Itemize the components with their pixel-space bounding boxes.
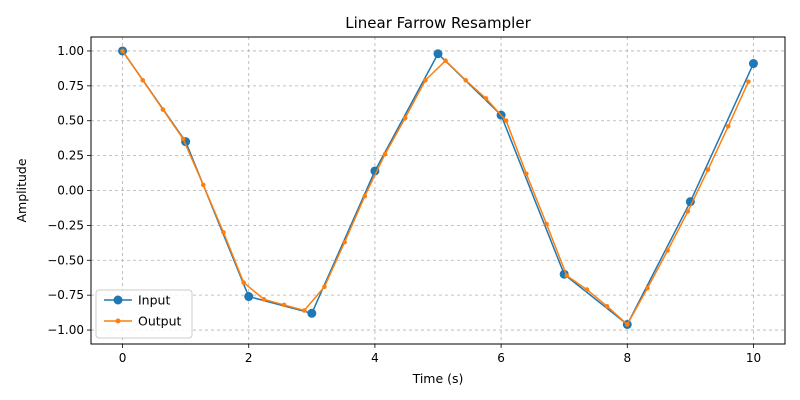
y-tick-label: 0.25 <box>57 149 84 163</box>
y-tick-label: 0.00 <box>57 184 84 198</box>
output-data-point <box>544 221 549 227</box>
grid <box>91 37 785 344</box>
output-data-point <box>645 285 650 291</box>
x-tick-label: 4 <box>371 351 379 365</box>
output-data-point <box>503 118 509 124</box>
output-data-point <box>160 107 166 112</box>
legend-input-label: Input <box>138 293 170 308</box>
legend-output-marker <box>115 318 121 324</box>
output-data-point <box>665 248 670 253</box>
input-data-point <box>685 197 695 207</box>
output-data-point <box>362 193 368 199</box>
output-data-point <box>221 230 226 235</box>
y-tick-label: −0.75 <box>47 288 84 302</box>
input-data-point <box>244 292 254 302</box>
output-data-point <box>483 96 489 101</box>
output-data-point <box>443 58 448 64</box>
output-data-point <box>301 308 307 313</box>
output-data-point <box>281 302 287 308</box>
output-data-point <box>584 287 590 292</box>
y-tick-label: 0.75 <box>57 79 84 93</box>
input-data-point <box>433 49 443 59</box>
chart-title: Linear Farrow Resampler <box>345 14 531 32</box>
x-axis-label: Time (s) <box>412 371 464 386</box>
output-data-point <box>423 77 428 83</box>
input-data-point <box>748 59 758 69</box>
output-data-point <box>524 171 529 177</box>
y-axis-label: Amplitude <box>14 158 29 222</box>
x-tick-label: 6 <box>497 351 505 365</box>
input-data-point <box>370 166 380 176</box>
output-data-point <box>725 124 731 129</box>
output-data-point <box>261 297 267 302</box>
output-data-point <box>402 115 408 121</box>
y-tick-label: −0.50 <box>47 253 84 267</box>
x-tick-label: 10 <box>746 351 761 365</box>
output-data-point <box>746 79 751 84</box>
output-data-point <box>705 167 711 172</box>
legend: Input Output <box>95 289 193 339</box>
output-data-point <box>120 48 125 54</box>
output-data-point <box>604 304 610 309</box>
output-data-point <box>382 151 388 157</box>
input-series-line <box>121 50 755 326</box>
output-data-point <box>342 239 347 245</box>
x-tick-label: 2 <box>245 351 253 365</box>
legend-output-label: Output <box>138 314 182 329</box>
output-data-point <box>140 77 146 83</box>
y-tick-label: 1.00 <box>57 44 84 58</box>
output-data-point <box>241 280 246 285</box>
output-data-point <box>180 136 186 142</box>
x-tick-label: 8 <box>623 351 631 365</box>
output-data-point <box>322 284 327 290</box>
output-series-line <box>121 50 750 326</box>
output-data-point <box>564 273 570 278</box>
output-data-point <box>463 77 469 83</box>
output-data-point <box>624 322 630 327</box>
input-data-point <box>307 308 317 318</box>
y-tick-label: −1.00 <box>47 323 84 337</box>
output-data-point <box>201 182 206 188</box>
y-tick-label: 0.50 <box>57 114 84 128</box>
y-tick-label: −0.25 <box>47 218 84 232</box>
x-tick-label: 0 <box>119 351 127 365</box>
legend-input-marker <box>113 295 123 305</box>
output-data-point <box>685 209 691 214</box>
axes: 0 2 4 6 8 10 −1.00 −0.75 −0.50 −0.25 0.00 0.25 0.50 0… <box>47 44 761 365</box>
plot-area <box>118 46 758 329</box>
